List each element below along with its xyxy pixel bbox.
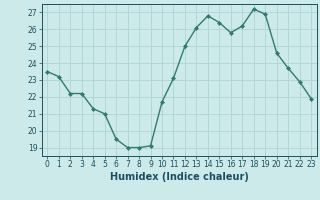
- X-axis label: Humidex (Indice chaleur): Humidex (Indice chaleur): [110, 172, 249, 182]
